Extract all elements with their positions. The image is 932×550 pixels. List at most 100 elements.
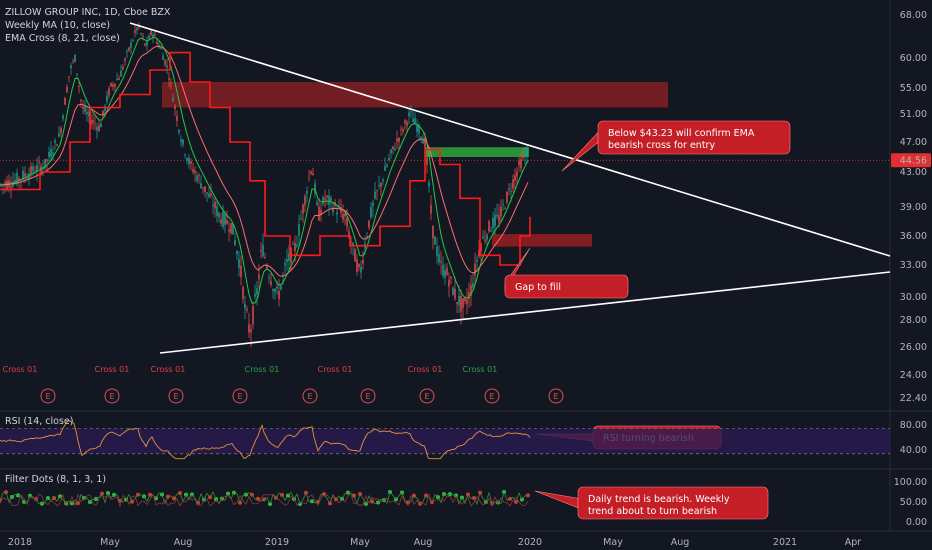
price-tick-label: 22.40 [900,393,927,404]
candle-body [118,78,120,80]
dots-legend-label[interactable]: Filter Dots (8, 1, 3, 1) [5,474,107,485]
earnings-marker [168,388,184,404]
candle-body [448,279,450,287]
candle-body [188,157,190,164]
candle-body [234,239,236,246]
candle-body [182,139,184,145]
candle-body [276,286,278,289]
candle-body [522,155,524,159]
candle-body [486,234,488,240]
cross-marker-label: Cross 01 [245,365,280,374]
ema-slow-line [0,45,529,277]
ema-cross-legend[interactable]: EMA Cross (8, 21, close) [5,33,120,44]
candle-body [196,175,198,182]
candle-body [30,166,32,174]
candle-body [394,148,396,151]
candle-body [126,51,128,53]
symbol-title[interactable]: ZILLOW GROUP INC, 1D, Cboe BZX [5,7,171,18]
candle-body [442,264,444,276]
price-tick-label: 33.00 [900,260,927,271]
candles-group [0,22,528,348]
candle-body [256,288,258,295]
candle-body [300,218,302,220]
callout-box [577,486,769,520]
time-tick-label: Aug [671,537,690,548]
candle-body [436,246,438,256]
callout-text: Below $43.23 will confirm EMA [608,128,755,139]
candle-body [496,214,498,217]
earnings-marker [302,388,318,404]
callout-text: Daily trend is bearish. Weekly [588,494,730,505]
earnings-marker-label: E [307,392,312,401]
candle-body [190,161,192,164]
time-tick-label: May [350,537,370,548]
price-tick-label: 47.00 [900,137,927,148]
candle-body [70,65,72,69]
candle-body [432,225,434,239]
candle-body [440,261,442,263]
candle-body [374,191,376,199]
time-tick-label: May [603,537,623,548]
candle-body [232,223,234,235]
candle-body [514,175,516,181]
candle-body [392,146,394,150]
candle-body [280,285,282,290]
candle-body [132,40,134,42]
candle-body [506,192,508,203]
earnings-marker-label: E [424,392,429,401]
candle-body [24,173,26,177]
candle-body [64,97,66,105]
candle-body [360,266,362,273]
candle-body [390,149,392,154]
price-tick-label: 28.00 [900,315,927,326]
candle-body [204,186,206,193]
candle-body [222,211,224,227]
price-tick-label: 39.00 [900,202,927,213]
candle-body [386,164,388,167]
earnings-marker [40,388,56,404]
trendline-lower [159,271,891,354]
filter-line-slow [0,493,529,508]
price-tick-label: 55.00 [900,83,927,94]
candle-body [260,250,262,252]
candle-body [272,289,274,291]
candle-body [254,294,256,297]
dots-tick-label: 0.00 [906,517,927,528]
candle-body [248,324,250,333]
candle-body [296,244,298,247]
earnings-marker [548,388,564,404]
candle-body [52,152,54,155]
candle-body [342,213,344,220]
candle-body [180,139,182,142]
candle-body [490,230,492,232]
weekly-ma-legend[interactable]: Weekly MA (10, close) [5,20,111,31]
candle-body [414,117,416,124]
candle-body [152,34,154,38]
candle-body [470,285,472,296]
rsi-legend-label[interactable]: RSI (14, close) [5,416,74,427]
candle-body [154,34,156,37]
candle-body [512,179,514,189]
candle-body [76,73,78,75]
candle-body [210,193,212,196]
candle-body [130,42,132,48]
candle-body [262,244,264,257]
filter-dot [526,493,530,498]
candle-body [420,137,422,139]
weekly-ma-line [0,51,531,266]
candle-body [212,205,214,207]
candle-body [322,197,324,205]
candle-body [148,36,150,40]
rsi-legend: RSI (14, close) [5,415,73,428]
candle-body [220,219,222,224]
candle-body [310,171,312,174]
candle-body [324,198,326,200]
cross-marker-label: Cross 01 [95,365,130,374]
candle-body [104,105,106,111]
candle-body [266,266,268,268]
candle-body [50,148,52,157]
candle-body [156,41,158,45]
